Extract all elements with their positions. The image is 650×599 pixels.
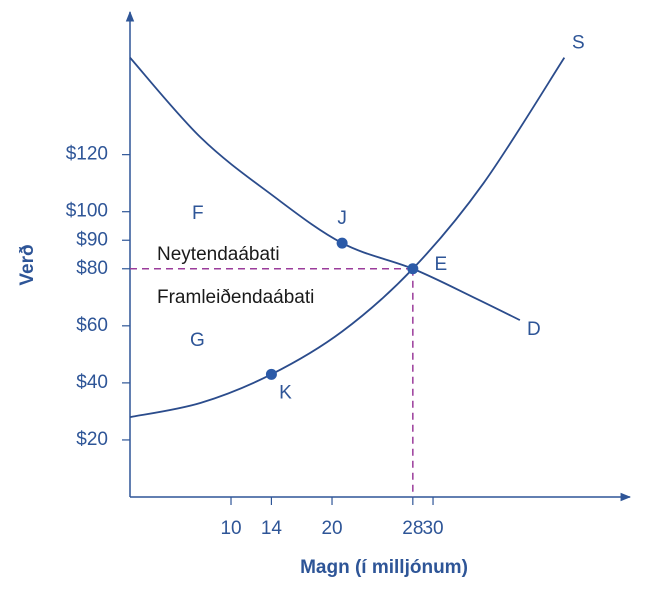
annotation: F — [192, 203, 204, 224]
point — [336, 237, 348, 249]
point-label: K — [279, 382, 292, 403]
x-tick-label: 20 — [321, 518, 342, 539]
annotation: Neytendaábati — [157, 244, 280, 265]
x-tick-label: 14 — [261, 518, 283, 539]
y-tick-label: $120 — [66, 144, 108, 165]
y-axis-label: Verð — [17, 244, 38, 285]
y-tick-label: $60 — [76, 315, 108, 336]
curve-label: D — [527, 319, 541, 340]
x-tick-label: 30 — [422, 518, 443, 539]
point — [265, 368, 277, 380]
y-tick-label: $20 — [76, 429, 108, 450]
x-tick-label: 10 — [220, 518, 241, 539]
annotation: Framleiðendaábati — [157, 287, 314, 308]
point-label: J — [337, 208, 347, 229]
curve — [129, 57, 566, 419]
point-label: E — [434, 254, 447, 275]
y-tick-label: $40 — [76, 372, 108, 393]
point — [407, 263, 419, 275]
y-tick-label: $80 — [76, 258, 108, 279]
curve-label: S — [572, 33, 585, 54]
curve — [129, 57, 521, 321]
annotation: G — [190, 330, 205, 351]
y-tick-label: $90 — [76, 229, 108, 250]
x-tick-label: 28 — [402, 518, 423, 539]
x-axis-label: Magn (í milljónum) — [300, 557, 468, 578]
y-tick-label: $100 — [66, 201, 108, 222]
